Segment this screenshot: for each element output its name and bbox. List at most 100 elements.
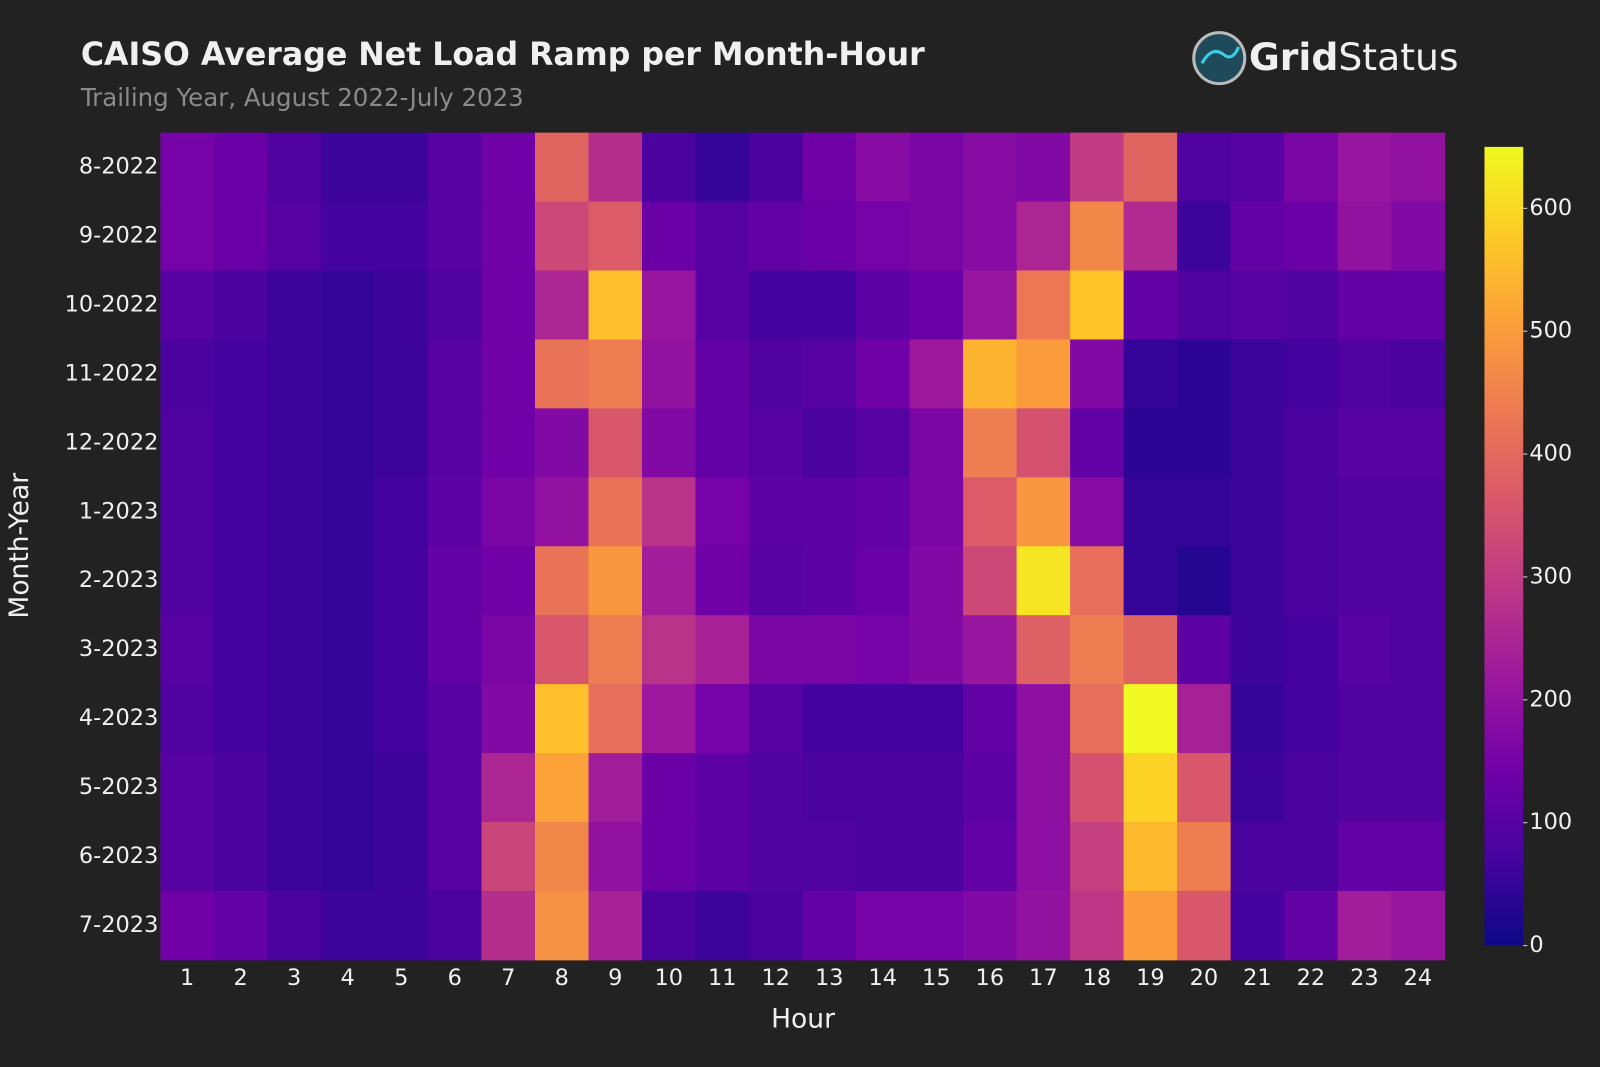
heatmap-cell bbox=[1337, 822, 1392, 892]
heatmap-cell bbox=[1123, 408, 1178, 478]
heatmap-cell bbox=[160, 339, 215, 409]
heatmap-cell bbox=[909, 201, 964, 272]
logo-bold: Grid bbox=[1249, 35, 1339, 79]
heatmap-cell bbox=[1070, 890, 1125, 961]
heatmap-cell bbox=[1284, 132, 1339, 203]
heatmap-cell bbox=[588, 753, 643, 823]
heatmap-cell bbox=[1230, 822, 1285, 892]
heatmap-cell bbox=[749, 890, 804, 961]
heatmap-cell bbox=[481, 270, 536, 340]
heatmap-cell bbox=[267, 753, 322, 823]
x-tick-label: 15 bbox=[922, 965, 951, 991]
heatmap-cell bbox=[909, 132, 964, 203]
heatmap-cell bbox=[802, 684, 857, 754]
heatmap-cell bbox=[320, 822, 375, 892]
x-tick-label: 20 bbox=[1190, 965, 1219, 991]
heatmap-cell bbox=[534, 822, 590, 892]
y-tick-label: 4-2023 bbox=[79, 705, 158, 731]
heatmap-cell bbox=[749, 339, 804, 409]
heatmap-cell bbox=[213, 684, 268, 754]
heatmap-cell bbox=[320, 753, 375, 823]
heatmap-cell bbox=[642, 132, 697, 203]
heatmap-cell bbox=[856, 753, 911, 823]
heatmap-cell bbox=[1391, 890, 1446, 961]
heatmap-cell bbox=[427, 822, 482, 892]
heatmap-cell bbox=[749, 546, 804, 616]
heatmap-cell bbox=[374, 615, 429, 685]
heatmap-cell bbox=[1284, 201, 1339, 272]
heatmap-cell bbox=[1230, 890, 1285, 961]
heatmap-cell bbox=[1123, 270, 1178, 340]
heatmap-cell bbox=[374, 477, 429, 547]
heatmap-cell bbox=[160, 822, 215, 892]
heatmap-cell bbox=[1123, 615, 1178, 685]
colorbar-tick-label: 400 bbox=[1529, 441, 1572, 467]
heatmap-cell bbox=[1284, 546, 1339, 616]
heatmap-cell bbox=[588, 408, 643, 478]
heatmap-cell bbox=[1284, 684, 1339, 754]
heatmap-cell bbox=[856, 890, 911, 961]
heatmap-cell bbox=[1177, 822, 1232, 892]
heatmap-cell bbox=[1284, 408, 1339, 478]
heatmap-cell bbox=[1070, 132, 1125, 203]
heatmap-cell bbox=[588, 546, 643, 616]
heatmap-cell bbox=[802, 615, 857, 685]
heatmap-cell bbox=[963, 684, 1018, 754]
heatmap-cell bbox=[427, 890, 482, 961]
heatmap-cell bbox=[749, 822, 804, 892]
heatmap-cell bbox=[160, 132, 215, 203]
heatmap-cell bbox=[1016, 339, 1071, 409]
heatmap-cell bbox=[481, 477, 536, 547]
heatmap-cell bbox=[1123, 753, 1178, 823]
heatmap-cell bbox=[642, 684, 697, 754]
heatmap-cell bbox=[534, 684, 590, 754]
heatmap-cell bbox=[534, 201, 590, 272]
heatmap-cell bbox=[588, 615, 643, 685]
heatmap-cell bbox=[642, 408, 697, 478]
heatmap-cell bbox=[1230, 201, 1285, 272]
chart-title: CAISO Average Net Load Ramp per Month-Ho… bbox=[81, 37, 925, 73]
heatmap-cell bbox=[267, 822, 322, 892]
heatmap-cell bbox=[427, 132, 482, 203]
y-tick-label: 6-2023 bbox=[79, 843, 158, 869]
heatmap-cell bbox=[1284, 339, 1339, 409]
heatmap-cell bbox=[481, 408, 536, 478]
heatmap-cell bbox=[588, 684, 643, 754]
heatmap-cell bbox=[1284, 615, 1339, 685]
heatmap-cell bbox=[427, 477, 482, 547]
heatmap-cell bbox=[320, 890, 375, 961]
heatmap-cell bbox=[1177, 339, 1232, 409]
heatmap-cell bbox=[1337, 201, 1392, 272]
heatmap-cell bbox=[1070, 339, 1125, 409]
heatmap-cell bbox=[963, 822, 1018, 892]
heatmap-cell bbox=[1284, 477, 1339, 547]
heatmap-cell bbox=[320, 546, 375, 616]
heatmap-cell bbox=[160, 615, 215, 685]
heatmap-cell bbox=[909, 339, 964, 409]
x-tick-label: 6 bbox=[448, 965, 462, 991]
heatmap-cell bbox=[1070, 201, 1125, 272]
heatmap-cell bbox=[963, 546, 1018, 616]
heatmap-cell bbox=[749, 270, 804, 340]
heatmap-cell bbox=[1016, 684, 1071, 754]
heatmap-cell bbox=[909, 890, 964, 961]
heatmap-cell bbox=[374, 822, 429, 892]
heatmap-cell bbox=[1177, 270, 1232, 340]
heatmap-cell bbox=[749, 753, 804, 823]
heatmap-cell bbox=[963, 132, 1018, 203]
x-axis-label: Hour bbox=[771, 1004, 835, 1035]
heatmap-cell bbox=[1177, 408, 1232, 478]
heatmap-cell bbox=[1337, 890, 1392, 961]
y-tick-label: 12-2022 bbox=[65, 429, 159, 455]
heatmap-cell bbox=[856, 546, 911, 616]
heatmap-cell bbox=[1123, 201, 1178, 272]
x-tick-label: 19 bbox=[1136, 965, 1165, 991]
heatmap-cell bbox=[1230, 477, 1285, 547]
heatmap-cell bbox=[1230, 270, 1285, 340]
heatmap-cell bbox=[534, 546, 590, 616]
colorbar-tick-label: 500 bbox=[1529, 318, 1572, 344]
heatmap-cell bbox=[320, 684, 375, 754]
heatmap-cell bbox=[1016, 753, 1071, 823]
heatmap-cell bbox=[1391, 408, 1446, 478]
